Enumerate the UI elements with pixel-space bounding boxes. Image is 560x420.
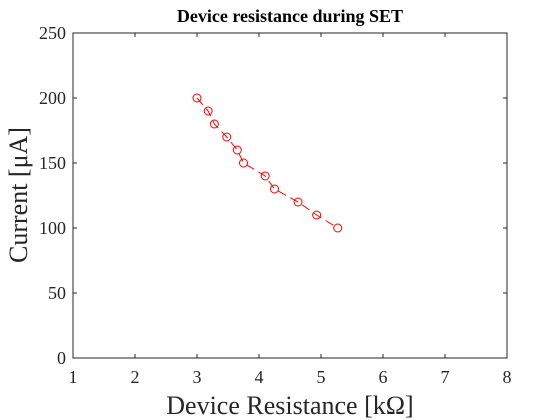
data-point: [209, 119, 219, 129]
data-point: [333, 223, 343, 233]
y-axis-ticks: 0 50 100 150 200 250: [39, 23, 507, 368]
y-tick-label: 100: [39, 218, 66, 238]
x-axis-ticks: 1 2 3 4 5 6 7 8: [69, 33, 512, 387]
data-point: [232, 145, 242, 155]
data-point: [239, 158, 248, 168]
y-tick-label: 250: [39, 23, 66, 43]
x-tick-label: 7: [441, 367, 450, 387]
data-point: [260, 171, 270, 181]
x-tick-label: 6: [379, 367, 388, 387]
chart-title: Device resistance during SET: [177, 6, 403, 26]
plot-area: [72, 32, 508, 359]
x-tick-label: 4: [255, 367, 264, 387]
data-point: [293, 197, 303, 207]
series-layer: [192, 93, 343, 233]
data-point: [312, 210, 322, 220]
y-tick-label: 150: [39, 153, 66, 173]
data-point: [192, 93, 202, 103]
y-axis-label: Current [μA]: [4, 127, 33, 263]
x-tick-label: 2: [131, 367, 140, 387]
x-tick-label: 1: [69, 367, 78, 387]
x-tick-label: 3: [193, 367, 202, 387]
y-tick-label: 200: [39, 88, 66, 108]
x-tick-label: 8: [503, 367, 512, 387]
data-point: [270, 184, 279, 194]
y-tick-label: 0: [57, 348, 66, 368]
x-tick-label: 5: [317, 367, 326, 387]
series-line: [196, 97, 339, 229]
x-axis-label: Device Resistance [kΩ]: [166, 391, 413, 420]
y-tick-label: 50: [48, 283, 66, 303]
data-point: [222, 132, 232, 142]
data-point: [203, 106, 213, 116]
